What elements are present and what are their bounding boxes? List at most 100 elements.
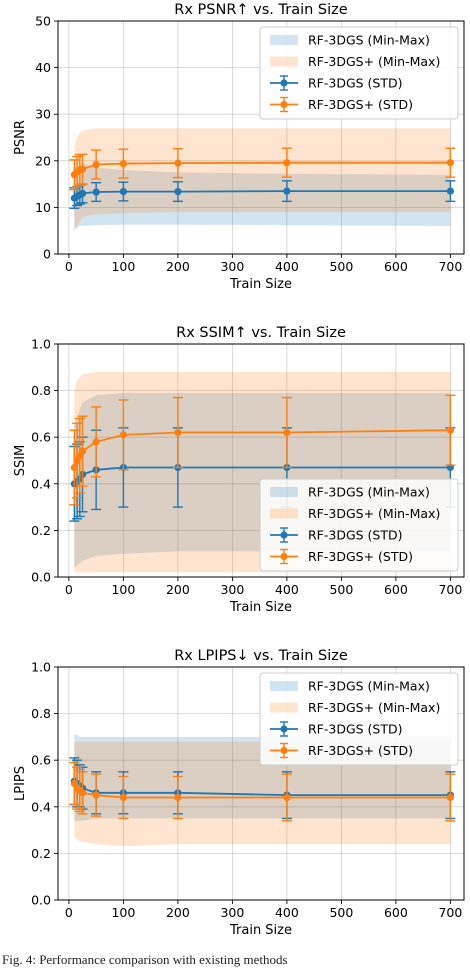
y-tick-label: 0.2 — [31, 523, 51, 538]
chart-title: Rx SSIM↑ vs. Train Size — [176, 325, 346, 341]
x-tick-label: 600 — [384, 259, 408, 274]
y-tick-label: 0.2 — [31, 846, 51, 861]
data-point — [78, 789, 87, 797]
legend-label: RF-3DGS (Min-Max) — [308, 485, 430, 500]
figure: 0 100 200 300 400 500 600 700 0 10 20 30 40 50 Rx PSNR… — [13, 2, 465, 938]
data-point — [174, 159, 182, 167]
chart-title: Rx PSNR↑ vs. Train Size — [174, 2, 347, 18]
legend: RF-3DGS (Min-Max) RF-3DGS+ (Min-Max) RF-3D… — [259, 26, 459, 120]
data-point — [119, 159, 127, 168]
legend-label: RF-3DGS+ (Min-Max) — [308, 700, 440, 715]
x-tick-label: 400 — [275, 259, 299, 274]
x-tick-label: 0 — [65, 582, 73, 597]
y-axis-label: LPIPS — [13, 766, 28, 801]
data-point — [283, 187, 291, 195]
legend-label: RF-3DGS+ (Min-Max) — [308, 54, 440, 69]
legend-swatch-marker — [280, 79, 288, 87]
data-point — [78, 165, 87, 173]
legend: RF-3DGS (Min-Max) RF-3DGS+ (Min-Max) RF-3D… — [259, 478, 459, 572]
data-point — [92, 791, 100, 799]
legend-swatch-band — [270, 508, 298, 519]
data-point — [283, 793, 291, 802]
x-tick-label: 500 — [329, 582, 353, 597]
legend-swatch-marker — [280, 746, 288, 755]
data-point — [78, 447, 87, 455]
y-tick-label: 0.0 — [31, 893, 51, 908]
legend-label: RF-3DGS (STD) — [308, 528, 403, 543]
y-tick-label: 0.8 — [31, 706, 51, 721]
x-tick-label: 300 — [220, 905, 244, 920]
x-tick-label: 500 — [329, 259, 353, 274]
plot-frame — [57, 343, 465, 578]
y-tick-label: 0.4 — [31, 476, 51, 491]
x-tick-label: 300 — [220, 259, 244, 274]
y-tick-label: 0.8 — [31, 383, 51, 398]
y-tick-label: 0.4 — [31, 799, 51, 814]
data-point — [119, 793, 127, 802]
legend-swatch-marker — [280, 531, 288, 539]
legend: RF-3DGS (Min-Max) RF-3DGS+ (Min-Max) RF-3D… — [259, 672, 459, 766]
series-4 — [69, 761, 456, 822]
x-tick-label: 100 — [111, 582, 135, 597]
data-point — [283, 159, 291, 167]
data-point — [78, 189, 87, 198]
x-axis-label: Train Size — [229, 923, 292, 938]
x-tick-label: 200 — [166, 259, 190, 274]
x-axis-label: Train Size — [229, 600, 292, 615]
legend-swatch-band — [270, 681, 298, 691]
legend-swatch-band — [270, 35, 298, 45]
chart-title: Rx LPIPS↓ vs. Train Size — [174, 648, 348, 664]
y-axis-label: SSIM — [13, 445, 28, 477]
x-tick-label: 500 — [329, 905, 353, 920]
legend-label: RF-3DGS (Min-Max) — [308, 33, 430, 48]
series-4 — [69, 147, 456, 191]
x-axis-label: Train Size — [229, 277, 292, 292]
legend-label: RF-3DGS+ (STD) — [308, 743, 413, 758]
legend-swatch-band — [270, 702, 298, 713]
legend-swatch-marker — [280, 100, 288, 109]
figure-caption: Fig. 4: Performance comparison with exis… — [2, 952, 288, 967]
y-tick-label: 20 — [35, 153, 51, 168]
data-point — [174, 793, 182, 802]
x-tick-label: 300 — [220, 582, 244, 597]
data-point — [174, 187, 182, 196]
data-point — [92, 188, 100, 196]
y-tick-label: 50 — [35, 14, 51, 29]
x-tick-label: 600 — [384, 582, 408, 597]
legend-label: RF-3DGS+ (STD) — [308, 549, 413, 564]
minmax-band-2 — [74, 128, 451, 229]
plot-frame — [57, 666, 465, 901]
legend-box — [259, 478, 459, 572]
x-tick-label: 400 — [275, 905, 299, 920]
x-tick-label: 200 — [166, 905, 190, 920]
y-tick-label: 1.0 — [31, 337, 51, 352]
y-tick-label: 30 — [35, 107, 51, 122]
data-point — [174, 428, 182, 437]
legend-label: RF-3DGS+ (Min-Max) — [308, 506, 440, 521]
x-tick-label: 600 — [384, 905, 408, 920]
plot-frame — [57, 20, 465, 255]
data-point — [119, 187, 127, 196]
chart-panel-3: 0 100 200 300 400 500 600 700 0.0 0.2 0.4 0.6 0.8 1.0… — [13, 648, 465, 938]
y-tick-label: 0.6 — [31, 430, 51, 445]
legend-label: RF-3DGS (STD) — [308, 722, 403, 737]
x-tick-label: 700 — [438, 582, 462, 597]
y-tick-label: 0.0 — [31, 570, 51, 585]
y-tick-label: 10 — [35, 200, 51, 215]
data-point — [92, 160, 100, 169]
y-tick-label: 40 — [35, 60, 51, 75]
legend-label: RF-3DGS (Min-Max) — [308, 679, 430, 694]
x-tick-label: 400 — [275, 582, 299, 597]
data-point — [446, 426, 454, 434]
y-tick-label: 1.0 — [31, 660, 51, 675]
data-point — [70, 463, 78, 472]
data-point — [446, 187, 454, 195]
legend-label: RF-3DGS (STD) — [308, 76, 403, 91]
data-point — [92, 438, 100, 446]
chart-panel-1: 0 100 200 300 400 500 600 700 0 10 20 30 40 50 Rx PSNR… — [13, 2, 465, 292]
minmax-band-1 — [74, 163, 451, 231]
legend-swatch-band — [270, 487, 298, 497]
legend-swatch-marker — [280, 552, 288, 561]
y-tick-label: 0 — [43, 247, 51, 262]
legend-swatch-band — [270, 56, 298, 67]
